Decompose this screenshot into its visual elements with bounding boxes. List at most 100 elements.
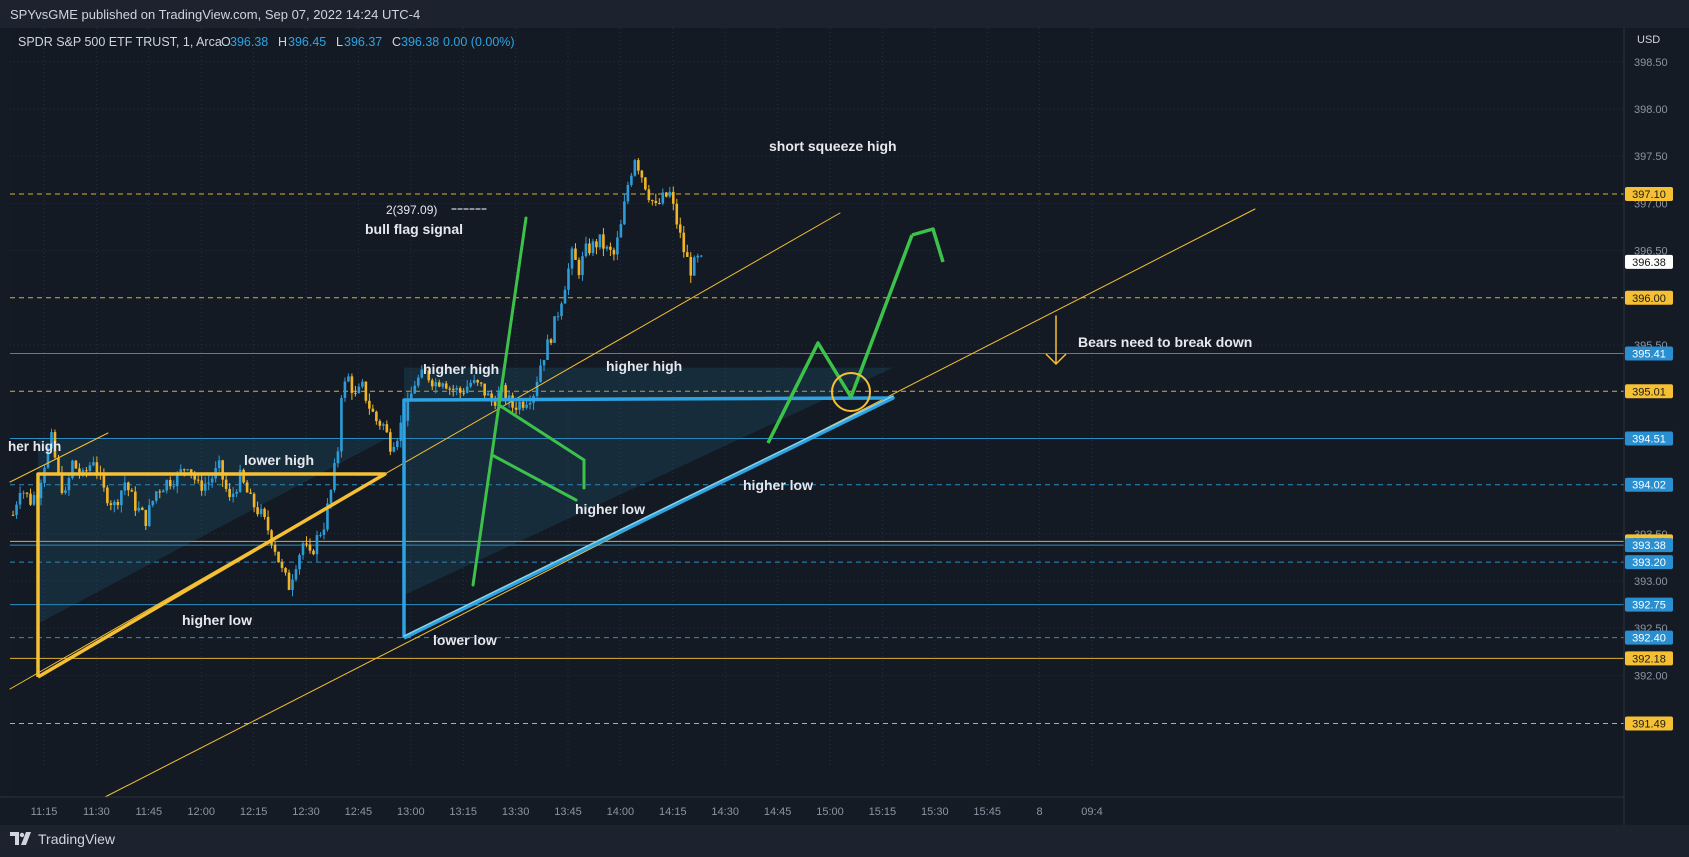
candle-body	[420, 369, 424, 378]
candle-body	[630, 175, 633, 185]
x-tick-label: 11:45	[135, 806, 162, 818]
candle-body	[623, 201, 626, 225]
candle-body	[563, 289, 567, 304]
candle-body	[647, 189, 651, 201]
legend-low-label: L	[336, 35, 343, 49]
published-caption: SPYvsGME published on TradingView.com, S…	[10, 7, 421, 22]
legend-symbol: SPDR S&P 500 ETF TRUST, 1, Arca	[18, 35, 222, 49]
channel-stub-line	[9, 432, 109, 483]
candle-body	[175, 473, 179, 487]
candle-body	[186, 469, 190, 471]
candle-body	[602, 234, 605, 249]
candle-body	[378, 421, 382, 426]
annotation-label: higher low	[743, 477, 813, 493]
price-tag	[1625, 630, 1673, 645]
legend-low-value: 396.37	[344, 35, 382, 49]
legend-open-label: O	[221, 35, 231, 49]
triangle-right-outline	[402, 396, 895, 640]
candle-body	[113, 501, 116, 506]
candle-body	[333, 463, 336, 491]
tradingview-brand[interactable]: TradingView	[10, 831, 115, 847]
legend-close-label: C	[392, 35, 401, 49]
legend-high-label: H	[278, 35, 287, 49]
annotation-label: higher low	[182, 612, 252, 628]
price-tag	[1625, 477, 1673, 492]
candle-body	[71, 460, 74, 478]
candle-body	[291, 579, 294, 590]
candle-body	[182, 469, 186, 471]
candle-body	[85, 470, 88, 472]
channel-upper-line	[9, 212, 841, 690]
candle-body	[15, 504, 18, 516]
candle-body	[525, 404, 528, 408]
candle-body	[665, 192, 668, 197]
candle-body	[382, 424, 385, 426]
x-tick-label: 11:30	[83, 806, 110, 818]
candle-body	[294, 569, 298, 580]
candle-body	[581, 256, 584, 276]
candle-body	[301, 543, 305, 556]
flagpole-line	[471, 216, 528, 587]
candle-body	[340, 397, 343, 452]
candle-body	[577, 259, 581, 276]
candle-body	[193, 473, 197, 480]
candle-body	[256, 507, 259, 515]
x-tick-label: 13:30	[502, 806, 530, 818]
candle-body	[116, 501, 120, 506]
candle-body	[141, 507, 144, 510]
currency-label: USD	[1637, 34, 1660, 46]
candle-body	[553, 316, 556, 343]
candle-body	[319, 534, 322, 536]
candle-body	[329, 490, 333, 504]
flag-upper-line	[497, 403, 586, 462]
candle-body	[102, 473, 106, 488]
candle-body	[210, 478, 214, 483]
y-tick-label: 392.00	[1634, 670, 1668, 682]
candle-body	[284, 567, 287, 573]
candle-body	[389, 432, 392, 452]
candle-body	[238, 469, 242, 492]
price-tag-label: 393.20	[1632, 557, 1666, 569]
candle-body	[434, 382, 438, 387]
annotation-label: lower low	[433, 632, 497, 648]
candle-body	[74, 460, 78, 469]
candle-body	[469, 382, 472, 387]
candle-body	[371, 408, 375, 412]
y-tick-label: 397.50	[1634, 151, 1668, 163]
plot-background	[10, 28, 1624, 825]
drawings	[9, 208, 1256, 798]
candle-body	[448, 388, 452, 390]
candle-body	[626, 184, 630, 202]
candle-body	[542, 359, 546, 366]
x-tick-label: 14:00	[607, 806, 635, 818]
current-price-label: 396.38	[1632, 257, 1666, 269]
candle-body	[661, 192, 665, 204]
candle-body	[18, 492, 22, 505]
y-tick-label: 393.00	[1634, 576, 1668, 588]
price-tag-label: 391.49	[1632, 719, 1666, 731]
candle-body	[682, 232, 686, 253]
x-tick-label: 13:00	[397, 806, 425, 818]
candle-body	[539, 365, 542, 382]
candle-body	[11, 514, 15, 516]
candle-body	[277, 551, 280, 563]
candle-body	[423, 369, 427, 371]
candle-body	[675, 203, 679, 225]
candle-body	[574, 248, 577, 260]
x-tick-label: 14:45	[764, 806, 792, 818]
candle-body	[179, 469, 183, 474]
candle-body	[161, 490, 165, 493]
candle-body	[427, 370, 431, 381]
candle-body	[490, 393, 493, 402]
candle-body	[458, 388, 462, 393]
x-tick-label: 09:4	[1081, 806, 1102, 818]
candle-body	[347, 376, 350, 382]
candle-body	[633, 160, 637, 176]
price-axis	[1624, 28, 1689, 825]
price-tag-label: 394.51	[1632, 433, 1666, 445]
candle-body	[29, 493, 32, 505]
candle-body	[570, 248, 574, 269]
price-tag	[1625, 431, 1673, 446]
x-tick-label: 14:15	[659, 806, 687, 818]
